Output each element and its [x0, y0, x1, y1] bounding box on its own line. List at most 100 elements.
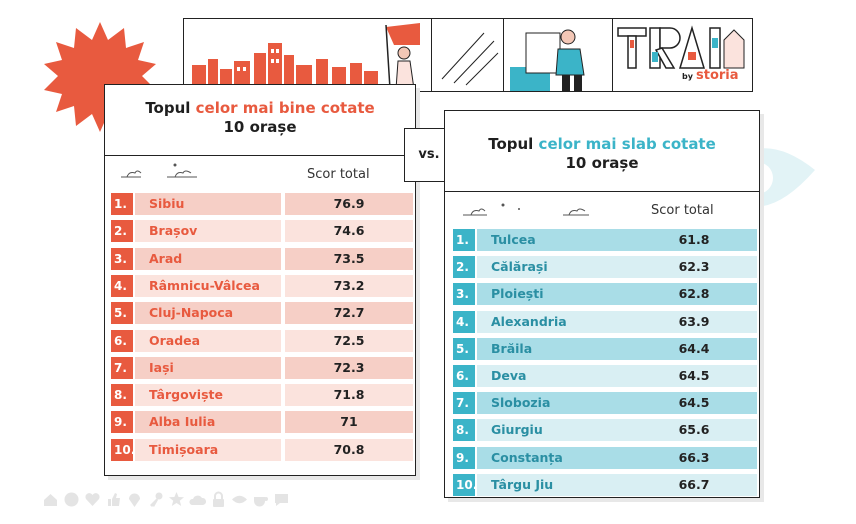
table-row: 9. Alba Iulia 71: [111, 411, 413, 434]
score-value: 72.5: [285, 329, 413, 352]
city-name: Alba Iulia: [135, 411, 281, 434]
rank-badge: 4.: [453, 310, 475, 333]
rank-badge: 8.: [453, 419, 475, 442]
score-value: 70.8: [285, 438, 413, 461]
score-value: 62.8: [631, 283, 757, 306]
table-row: 2. Brașov 74.6: [111, 220, 413, 243]
logo-storia-text: storia: [696, 68, 739, 83]
score-value: 74.6: [285, 220, 413, 243]
city-name: Alexandria: [477, 310, 631, 333]
clouds-icon: [121, 163, 197, 178]
city-name: Sibiu: [135, 193, 281, 215]
rank-badge: 3.: [111, 247, 133, 270]
rank-badge: 8.: [111, 384, 133, 407]
lock-icon: [213, 491, 224, 507]
table-row: 9. Constanța 66.3: [453, 446, 757, 469]
speech-bubble-icon: [275, 494, 288, 506]
score-value: 66.7: [631, 473, 757, 496]
score-value: 64.4: [631, 337, 757, 360]
city-name: Brăila: [477, 337, 631, 360]
rank-badge: 7.: [453, 392, 475, 415]
title-divider: [105, 155, 415, 156]
clouds-icon: [463, 203, 589, 216]
score-value: 72.3: [285, 356, 413, 379]
score-value: 63.9: [631, 310, 757, 333]
score-header: Scor total: [307, 167, 370, 182]
score-value: 73.5: [285, 247, 413, 270]
table-row: 8. Târgoviște 71.8: [111, 384, 413, 407]
rank-badge: 9.: [111, 411, 133, 434]
score-value: 71.8: [285, 384, 413, 407]
table-row: 2. Călărași 62.3: [453, 256, 757, 279]
score-value: 62.3: [631, 256, 757, 279]
coffee-cup-icon: [254, 497, 268, 507]
thumbs-up-icon: [108, 493, 120, 506]
worst-cities-card: Topul celor mai slab cotate 10 orașe Sco…: [444, 110, 760, 498]
heart-icon: [85, 493, 100, 506]
score-value: 65.6: [631, 419, 757, 442]
city-illustration: [184, 19, 432, 91]
home-icon: [44, 494, 57, 506]
city-name: Tulcea: [477, 229, 631, 251]
table-row: 7. Slobozia 64.5: [453, 392, 757, 415]
rank-badge: 2.: [111, 220, 133, 243]
trai-logo: by storia: [612, 18, 753, 92]
city-name: Constanța: [477, 446, 631, 469]
score-value: 72.7: [285, 302, 413, 325]
score-header: Scor total: [651, 203, 714, 218]
title-divider: [445, 191, 759, 192]
table-row: 6. Deva 64.5: [453, 365, 757, 387]
person-illustration: [504, 19, 613, 91]
rank-badge: 5.: [111, 302, 133, 325]
table-row: 7. Iași 72.3: [111, 356, 413, 379]
table-row: 8. Giurgiu 65.6: [453, 419, 757, 442]
city-name: Slobozia: [477, 392, 631, 415]
rank-badge: 7.: [111, 356, 133, 379]
illustration-banner: [183, 18, 753, 92]
city-name: Călărași: [477, 256, 631, 279]
rank-badge: 9.: [453, 446, 475, 469]
rank-badge: 3.: [453, 283, 475, 306]
rank-badge: 6.: [111, 329, 133, 352]
logo-by-text: by: [682, 72, 693, 81]
footer-icons-bar: [42, 491, 290, 508]
city-name: Râmnicu-Vâlcea: [135, 274, 281, 297]
rank-badge: 5.: [453, 337, 475, 360]
score-value: 73.2: [285, 274, 413, 297]
city-name: Târgu Jiu: [477, 473, 631, 496]
worst-cities-title: Topul celor mai slab cotate 10 orașe: [488, 135, 716, 172]
table-row: 4. Alexandria 63.9: [453, 310, 757, 333]
score-value: 64.5: [631, 365, 757, 387]
best-cities-title: Topul celor mai bine cotate 10 orașe: [145, 99, 375, 136]
city-name: Iași: [135, 356, 281, 379]
table-row: 1. Sibiu 76.9: [111, 193, 413, 215]
score-value: 61.8: [631, 229, 757, 251]
best-cities-card: Topul celor mai bine cotate 10 orașe Sco…: [104, 84, 416, 476]
city-name: Oradea: [135, 329, 281, 352]
star-icon: [169, 492, 184, 506]
smiley-icon: [64, 492, 79, 507]
score-value: 71: [285, 411, 413, 434]
rank-badge: 10.: [111, 438, 135, 461]
city-name: Giurgiu: [477, 419, 631, 442]
rank-badge: 2.: [453, 256, 475, 279]
table-row: 5. Cluj-Napoca 72.7: [111, 302, 413, 325]
cloud-icon: [189, 495, 206, 505]
city-name: Târgoviște: [135, 384, 281, 407]
city-name: Cluj-Napoca: [135, 302, 281, 325]
table-row: 3. Arad 73.5: [111, 247, 413, 270]
city-name: Arad: [135, 247, 281, 270]
table-row: 10. Timișoara 70.8: [111, 438, 413, 461]
score-value: 76.9: [285, 193, 413, 215]
arrows-illustration: [432, 19, 504, 91]
rank-badge: 4.: [111, 274, 133, 297]
city-name: Timișoara: [135, 438, 281, 461]
city-name: Deva: [477, 365, 631, 387]
table-row: 5. Brăila 64.4: [453, 337, 757, 360]
rank-badge: 1.: [111, 193, 133, 215]
table-row: 1. Tulcea 61.8: [453, 229, 757, 251]
table-row: 3. Ploiești 62.8: [453, 283, 757, 306]
rank-badge: 1.: [453, 229, 475, 251]
table-row: 4. Râmnicu-Vâlcea 73.2: [111, 274, 413, 297]
key-icon: [150, 492, 163, 507]
